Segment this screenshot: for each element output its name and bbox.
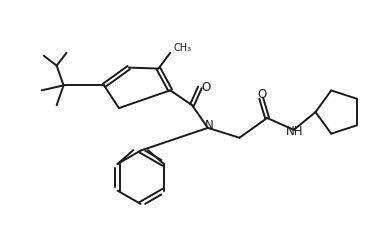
Text: NH: NH (286, 125, 303, 138)
Text: O: O (201, 81, 211, 94)
Text: N: N (204, 119, 213, 132)
Text: O: O (257, 88, 267, 101)
Text: CH₃: CH₃ (173, 43, 191, 53)
